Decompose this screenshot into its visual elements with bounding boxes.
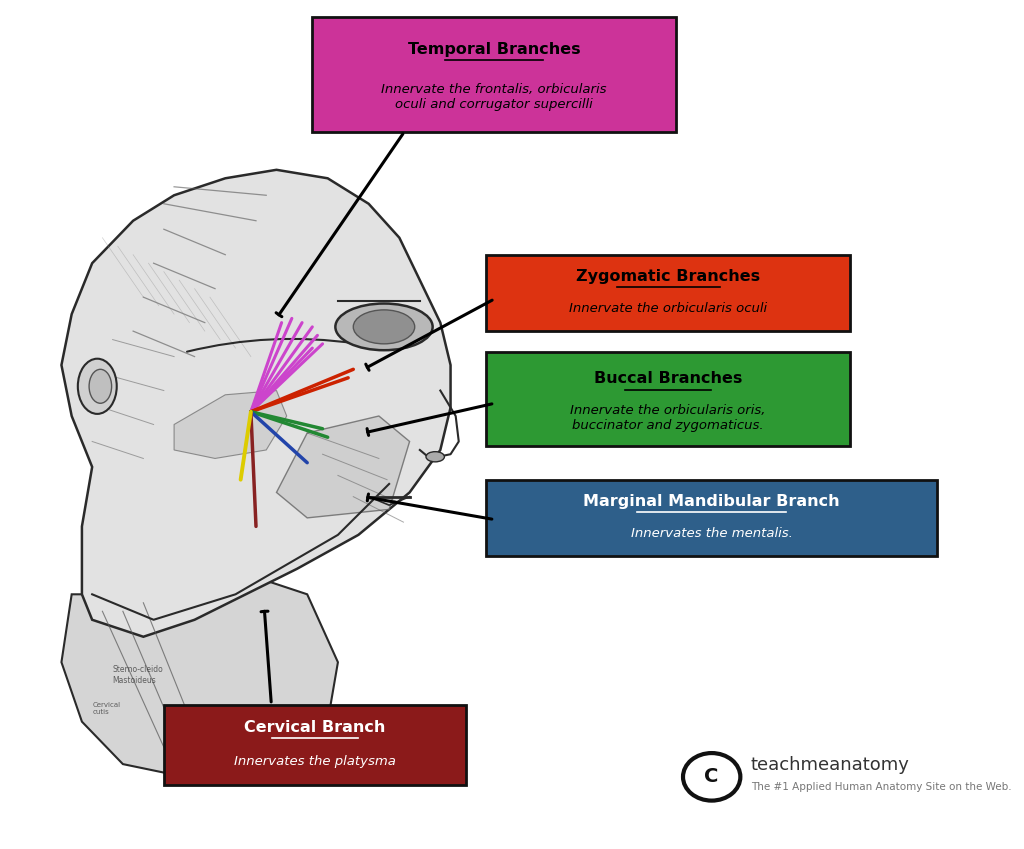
Text: The #1 Applied Human Anatomy Site on the Web.: The #1 Applied Human Anatomy Site on the… (751, 782, 1012, 792)
Polygon shape (276, 416, 410, 518)
FancyBboxPatch shape (486, 255, 850, 331)
Text: Innervate the orbicularis oculi: Innervate the orbicularis oculi (569, 301, 767, 315)
Text: Sterno-cleido
Mastoideus: Sterno-cleido Mastoideus (113, 666, 164, 684)
Polygon shape (174, 391, 287, 458)
Text: Temporal Branches: Temporal Branches (408, 42, 581, 57)
Ellipse shape (426, 452, 444, 462)
Polygon shape (61, 577, 338, 781)
Text: teachmeanatomy: teachmeanatomy (751, 756, 909, 774)
Text: Cervical Branch: Cervical Branch (244, 720, 386, 734)
FancyBboxPatch shape (486, 352, 850, 446)
Text: Innervate the orbicularis oris,
buccinator and zygomaticus.: Innervate the orbicularis oris, buccinat… (570, 404, 766, 431)
Text: Innervate the frontalis, orbicularis
oculi and corrugator supercilli: Innervate the frontalis, orbicularis ocu… (381, 83, 607, 111)
Ellipse shape (353, 310, 415, 344)
FancyBboxPatch shape (486, 480, 937, 556)
Text: Innervates the platysma: Innervates the platysma (233, 755, 396, 767)
Text: C: C (705, 767, 719, 786)
FancyBboxPatch shape (312, 17, 676, 132)
Ellipse shape (89, 369, 112, 403)
FancyBboxPatch shape (164, 705, 466, 785)
Text: Marginal Mandibular Branch: Marginal Mandibular Branch (584, 493, 840, 509)
Text: Innervates the mentalis.: Innervates the mentalis. (631, 526, 793, 540)
Ellipse shape (78, 358, 117, 413)
Text: Cervical
cutis: Cervical cutis (92, 702, 120, 716)
Ellipse shape (336, 303, 432, 351)
Text: Buccal Branches: Buccal Branches (594, 371, 742, 386)
Text: Zygomatic Branches: Zygomatic Branches (577, 268, 760, 284)
Polygon shape (61, 170, 451, 637)
